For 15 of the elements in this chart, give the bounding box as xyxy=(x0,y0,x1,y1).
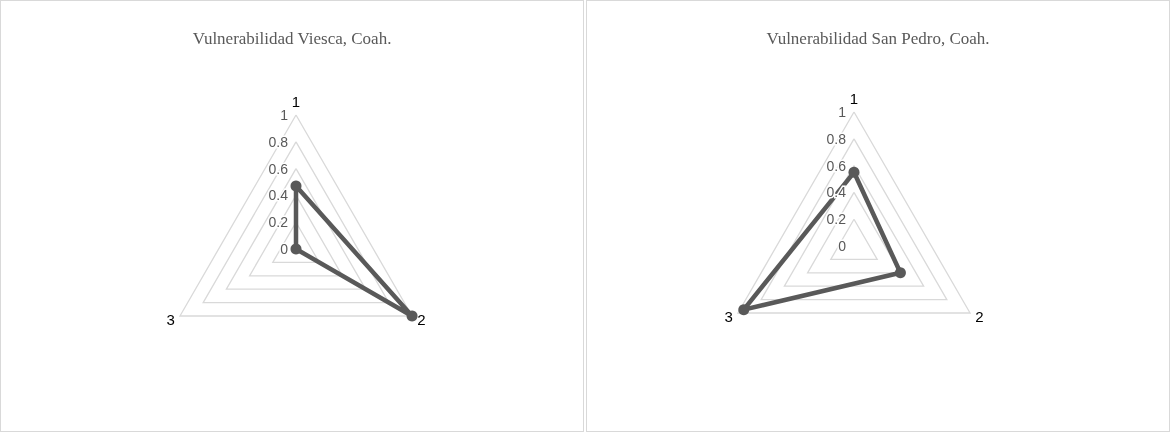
y-tick-label: 0.6 xyxy=(268,160,289,177)
spoke-label: 2 xyxy=(417,310,426,328)
y-tick-label: 0 xyxy=(280,241,289,257)
spoke-label: 3 xyxy=(724,307,733,325)
spoke-label: 2 xyxy=(975,307,984,325)
chart-title: Vulnerabilidad Viesca, Coah. xyxy=(192,29,392,48)
y-tick-label: 0.2 xyxy=(268,214,289,231)
y-tick-label: 0.8 xyxy=(826,130,847,147)
y-tick-label: 0.4 xyxy=(268,187,289,204)
chart-title: Vulnerabilidad San Pedro, Coah. xyxy=(766,29,990,48)
y-tick-label: 0 xyxy=(838,238,847,254)
y-tick-label: 0.8 xyxy=(268,133,289,150)
y-tick-label: 0.2 xyxy=(826,211,847,228)
spoke-label: 3 xyxy=(166,310,175,328)
y-tick-label: 0.6 xyxy=(826,157,847,174)
